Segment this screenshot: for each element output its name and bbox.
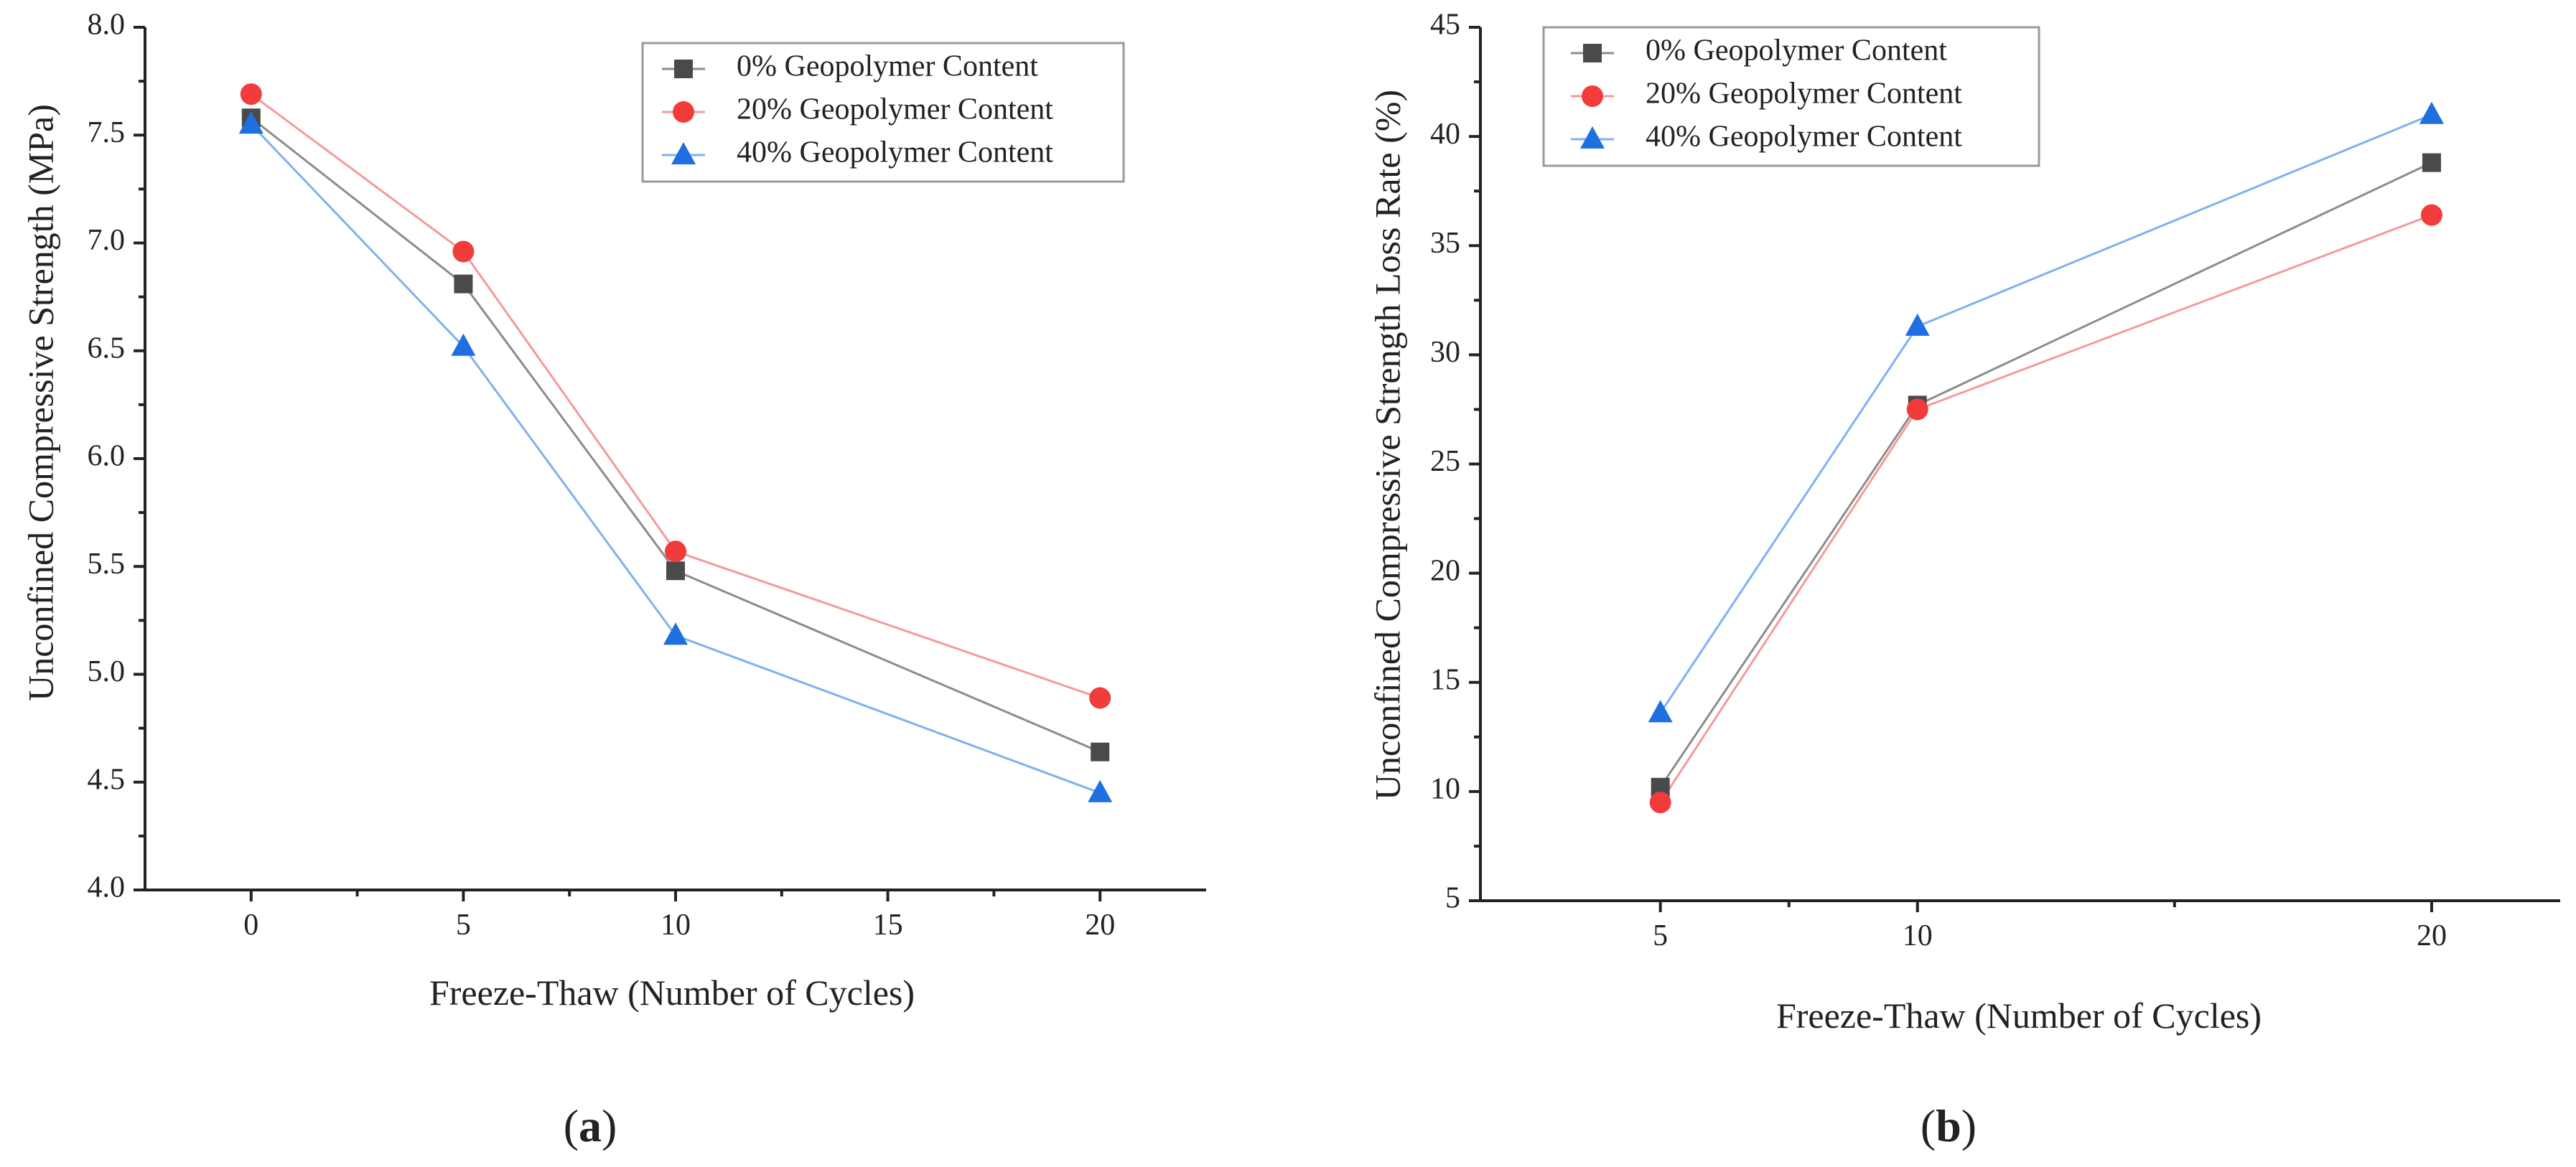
- y-tick-label-b: 5: [1445, 882, 1460, 915]
- x-axis-label-b: Freeze-Thaw (Number of Cycles): [1776, 995, 2262, 1036]
- panel-label-a: (a): [564, 1100, 617, 1151]
- series-line-a-1: [250, 93, 1101, 699]
- data-point-a-1: [452, 240, 475, 263]
- y-tick-label-b: 20: [1430, 554, 1460, 587]
- data-point-a-2: [663, 622, 688, 645]
- data-point-b-0: [2422, 153, 2441, 172]
- y-tick-label-a: 7.0: [88, 224, 126, 257]
- legend-a: 0% Geopolymer Content 20% Geopolymer Cont…: [641, 42, 1125, 183]
- y-tick-label-b: 45: [1430, 9, 1460, 42]
- legend-label-a-1: 20% Geopolymer Content: [737, 93, 1053, 126]
- y-tick-label-a: 6.5: [88, 332, 126, 365]
- y-axis-label-text-a: Unconfined Compressive Strength (MPa): [20, 104, 60, 701]
- legend-marker-a-1: [673, 101, 694, 123]
- legend-label-b-2: 40% Geopolymer Content: [1646, 121, 1962, 154]
- legend-label-b-1: 20% Geopolymer Content: [1646, 78, 1962, 111]
- y-tick-label-a: 6.0: [88, 440, 126, 473]
- y-tick-label-a: 8.0: [88, 9, 126, 42]
- x-tick-label-b: 5: [1653, 919, 1668, 952]
- y-tick-label-b: 35: [1430, 227, 1460, 260]
- legend-box-b: [1542, 26, 2040, 167]
- legend-marker-a-0: [674, 60, 693, 78]
- legend-box-a: [641, 42, 1125, 183]
- x-tick-label-a: 20: [1085, 909, 1115, 942]
- y-axis-label-a: Unconfined Compressive Strength (MPa): [20, 104, 60, 701]
- data-point-a-1: [240, 83, 262, 106]
- x-tick-label-a: 15: [873, 909, 903, 942]
- y-tick-label-a: 5.0: [88, 655, 126, 688]
- data-point-b-1: [2420, 204, 2442, 226]
- legend-label-b-0: 0% Geopolymer Content: [1646, 34, 1947, 67]
- series-line-a-0: [250, 117, 1101, 754]
- data-point-a-1: [1089, 687, 1111, 709]
- data-point-a-2: [451, 333, 476, 356]
- data-point-a-1: [665, 540, 686, 563]
- data-point-b-1: [1906, 398, 1928, 421]
- chart-panel-a: Unconfined Compressive Strength (MPa) Fr…: [20, 9, 1206, 1151]
- x-tick-label-a: 10: [661, 909, 691, 942]
- legend-b: 0% Geopolymer Content 20% Geopolymer Cont…: [1542, 26, 2040, 167]
- legend-marker-b-0: [1583, 44, 1602, 62]
- series-line-a-2: [250, 123, 1101, 795]
- legend-marker-b-2: [1580, 126, 1605, 149]
- data-point-a-0: [1091, 742, 1110, 761]
- y-tick-label-a: 4.0: [88, 871, 126, 904]
- x-tick-label-b: 20: [2417, 919, 2447, 952]
- chart-panel-b: Unconfined Compressive Strength Loss Rat…: [1367, 9, 2560, 1151]
- y-tick-label-a: 5.5: [88, 548, 126, 581]
- data-point-b-2: [1905, 313, 1930, 336]
- data-point-a-2: [238, 111, 263, 134]
- legend-label-a-0: 0% Geopolymer Content: [737, 50, 1038, 83]
- data-point-b-2: [1648, 700, 1673, 723]
- y-tick-label-b: 30: [1430, 336, 1460, 369]
- y-tick-label-b: 40: [1430, 118, 1460, 151]
- data-point-a-2: [1088, 779, 1113, 802]
- legend-marker-b-1: [1582, 85, 1603, 107]
- legend-marker-a-2: [671, 142, 696, 164]
- x-tick-label-a: 0: [243, 909, 258, 942]
- x-tick-label-b: 10: [1903, 919, 1933, 952]
- data-point-a-0: [666, 561, 685, 581]
- y-tick-label-b: 15: [1430, 663, 1460, 696]
- y-tick-label-b: 25: [1430, 445, 1460, 478]
- y-tick-label-b: 10: [1430, 773, 1460, 806]
- panel-label-b: (b): [1921, 1100, 1977, 1151]
- x-tick-label-a: 5: [456, 909, 471, 942]
- data-point-b-1: [1649, 792, 1671, 814]
- x-axis-label-a: Freeze-Thaw (Number of Cycles): [429, 973, 915, 1013]
- data-point-b-2: [2419, 101, 2444, 124]
- legend-label-a-2: 40% Geopolymer Content: [737, 136, 1053, 169]
- y-axis-label-b: Unconfined Compressive Strength Loss Rat…: [1367, 90, 1407, 800]
- y-axis-label-text-b: Unconfined Compressive Strength Loss Rat…: [1367, 90, 1407, 800]
- y-tick-label-a: 4.5: [88, 763, 126, 796]
- y-tick-label-a: 7.5: [88, 116, 126, 149]
- data-point-a-0: [454, 274, 473, 294]
